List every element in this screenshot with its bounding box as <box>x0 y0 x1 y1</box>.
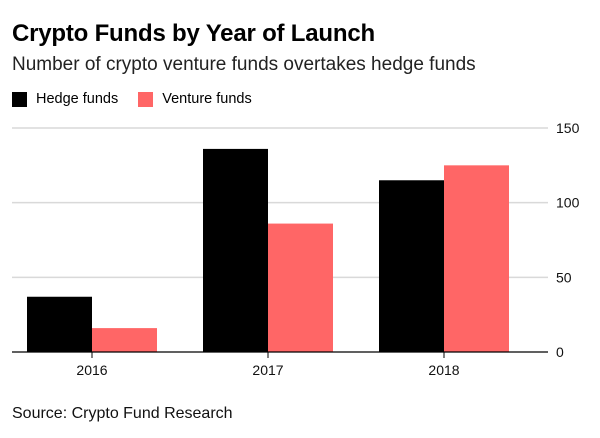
chart-subtitle: Number of crypto venture funds overtakes… <box>12 54 476 75</box>
legend-swatch-hedge <box>12 91 27 107</box>
y-tick-label-100: 100 <box>556 195 580 211</box>
y-tick-label-50: 50 <box>556 269 572 285</box>
bar-hedge-funds-2016 <box>27 296 92 352</box>
source-note: Source: Crypto Fund Research <box>12 405 233 422</box>
legend-item-venture: Venture funds <box>138 91 252 107</box>
legend-label-hedge: Hedge funds <box>36 91 119 107</box>
bar-hedge-funds-2018 <box>379 180 444 352</box>
x-tick-label-2016: 2016 <box>76 362 107 378</box>
legend-swatch-venture <box>138 91 154 107</box>
y-tick-label-150: 150 <box>556 120 580 136</box>
legend: Hedge funds Venture funds <box>12 91 272 107</box>
bar-venture-funds-2017 <box>268 223 333 352</box>
legend-item-hedge: Hedge funds <box>12 91 118 107</box>
y-tick-label-0: 0 <box>556 344 564 360</box>
bar-hedge-funds-2017 <box>203 148 268 352</box>
bar-venture-funds-2018 <box>444 165 509 352</box>
chart-title: Crypto Funds by Year of Launch <box>12 20 375 47</box>
legend-label-venture: Venture funds <box>162 91 252 107</box>
bar-venture-funds-2016 <box>92 328 157 352</box>
x-tick-label-2018: 2018 <box>428 362 459 378</box>
x-tick-label-2017: 2017 <box>252 362 283 378</box>
